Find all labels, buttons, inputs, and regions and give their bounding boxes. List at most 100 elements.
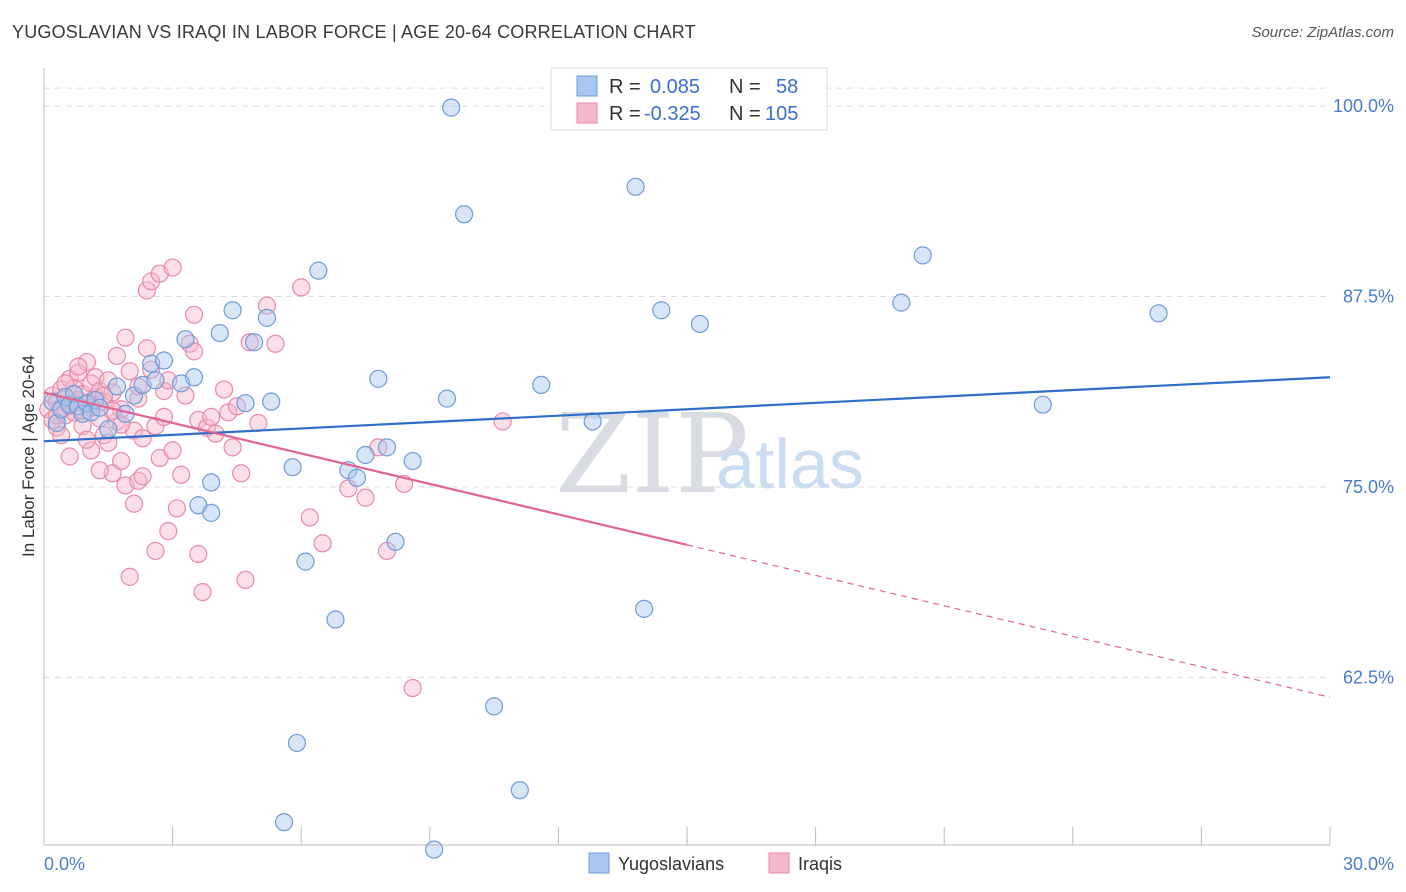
iraqis-point xyxy=(107,346,126,366)
yugoslavians-point xyxy=(690,314,709,334)
iraqis-point xyxy=(300,508,319,527)
yugoslavians-point xyxy=(510,781,529,800)
y-tick-label: 100.0% xyxy=(1333,96,1394,116)
iraqis-point xyxy=(223,438,242,457)
bottom-legend-swatch-iraqis xyxy=(768,852,790,874)
trend-lines xyxy=(43,376,1331,698)
iraqis-trend-line-extension xyxy=(686,544,1331,698)
yugoslavians-trend-line xyxy=(43,376,1331,443)
y-tick-label: 75.0% xyxy=(1343,477,1394,497)
iraqis-point xyxy=(266,334,285,353)
iraqis-point xyxy=(142,360,161,379)
yugoslavians-point xyxy=(107,377,126,396)
yugoslavians-point xyxy=(210,323,229,343)
iraqis-point xyxy=(240,333,259,352)
iraqis-point xyxy=(292,278,311,297)
yugoslavians-point xyxy=(154,351,174,370)
yugoslavians-point xyxy=(244,333,264,352)
iraqis-point xyxy=(120,362,139,381)
bottom-legend-label-yugoslavians: Yugoslavians xyxy=(618,854,724,874)
iraqis-point xyxy=(167,499,186,518)
legend-r-label-2: R = xyxy=(609,103,641,125)
yugoslavians-point xyxy=(223,301,242,320)
yugoslavians-point xyxy=(47,413,66,433)
iraqis-point xyxy=(82,441,101,460)
yugoslavians-point xyxy=(356,445,375,465)
yugoslavians-point xyxy=(257,308,277,327)
yugoslavians-point xyxy=(347,468,367,487)
iraqis-point xyxy=(249,413,268,433)
iraqis-point xyxy=(137,281,156,300)
yugoslavians-point xyxy=(184,368,204,387)
yugoslavians-point xyxy=(274,813,294,832)
chart-title: YUGOSLAVIAN VS IRAQI IN LABOR FORCE | AG… xyxy=(12,22,696,42)
iraqis-point xyxy=(133,429,152,448)
source-label: Source: ZipAtlas.com xyxy=(1251,24,1394,41)
yugoslavians-point xyxy=(892,293,911,312)
yugoslavians-point xyxy=(326,610,345,629)
iraqis-point xyxy=(493,412,512,431)
legend-n-label-2: N = xyxy=(729,103,761,125)
legend-swatch-yugoslavians xyxy=(576,75,598,97)
yugoslavians-point xyxy=(176,330,195,349)
legend-n-value-1: 58 xyxy=(776,76,798,98)
iraqis-point xyxy=(202,407,221,426)
y-axis-title: In Labor Force | Age 20-64 xyxy=(19,355,38,557)
yugoslavians-point xyxy=(99,419,118,439)
x-tick-label-min: 0.0% xyxy=(44,854,85,874)
legend-n-label-1: N = xyxy=(729,76,761,98)
grid-lines xyxy=(44,87,1330,678)
yugoslavians-point xyxy=(377,438,397,457)
iraqis-point xyxy=(124,494,144,513)
iraqis-point xyxy=(236,570,255,590)
bottom-legend-label-iraqis: Iraqis xyxy=(798,854,842,874)
iraqis-point xyxy=(112,451,131,471)
iraqis-point xyxy=(184,305,204,324)
legend-swatch-iraqis xyxy=(576,102,598,124)
yugoslavians-point xyxy=(309,261,328,280)
iraqis-point xyxy=(133,467,152,486)
iraqis-point xyxy=(69,357,88,376)
iraqis-point xyxy=(356,488,375,507)
yugoslavians-point xyxy=(146,371,165,390)
yugoslavians-point xyxy=(424,840,444,859)
yugoslavians-point xyxy=(287,733,307,753)
bottom-legend: Yugoslavians Iraqis xyxy=(588,852,842,874)
iraqis-point xyxy=(120,567,139,586)
iraqis-point xyxy=(163,441,182,460)
yugoslavians-point xyxy=(626,177,645,196)
yugoslavians-point xyxy=(652,301,671,320)
iraqis-point xyxy=(172,465,191,484)
x-tick-label-max: 30.0% xyxy=(1343,854,1394,874)
iraqis-point xyxy=(189,544,208,564)
y-tick-label: 62.5% xyxy=(1343,667,1394,687)
yugoslavians-point xyxy=(202,473,221,492)
iraqis-point xyxy=(163,258,182,277)
yugoslavians-point xyxy=(403,451,422,471)
iraqis-point xyxy=(232,464,251,483)
y-tick-label: 87.5% xyxy=(1343,287,1394,307)
yugoslavians-point xyxy=(386,532,405,551)
iraqis-point xyxy=(77,352,96,372)
iraqis-point xyxy=(146,541,165,561)
series-iraqis-points xyxy=(39,258,512,698)
iraqis-point xyxy=(90,461,109,480)
iraqis-point xyxy=(116,328,135,347)
iraqis-point xyxy=(137,339,156,358)
x-ticks xyxy=(43,827,1331,845)
iraqis-point xyxy=(403,678,422,698)
yugoslavians-point xyxy=(296,552,315,571)
yugoslavians-point xyxy=(369,369,388,388)
yugoslavians-point xyxy=(1149,304,1168,323)
yugoslavians-point xyxy=(485,697,504,716)
watermark-atlas: atlas xyxy=(716,425,864,503)
yugoslavians-point xyxy=(262,392,281,411)
yugoslavians-point xyxy=(1033,395,1052,414)
yugoslavians-point xyxy=(583,412,602,431)
top-legend: R = 0.085 N = 58 R = -0.325 N = 105 xyxy=(550,67,828,131)
iraqis-point xyxy=(193,582,212,602)
yugoslavians-point xyxy=(635,599,654,618)
yugoslavians-point xyxy=(454,205,474,224)
legend-r-value-2: -0.325 xyxy=(644,103,701,125)
